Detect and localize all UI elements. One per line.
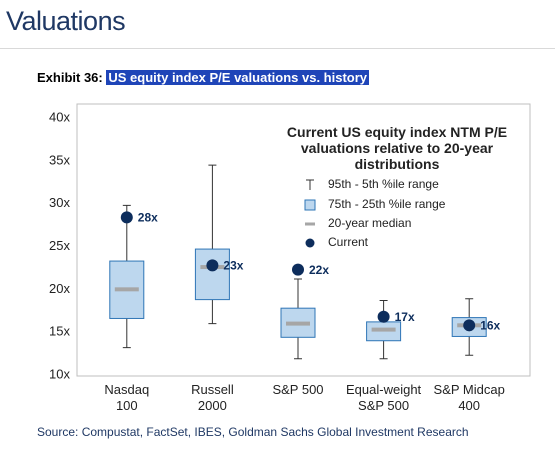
exhibit-number: Exhibit 36: <box>37 70 103 85</box>
current-dot <box>463 319 476 332</box>
y-tick-label: 35x <box>49 152 70 167</box>
legend-symbol <box>304 199 316 211</box>
legend-symbol <box>305 222 315 226</box>
x-tick-label: Equal-weight S&P 500 <box>346 382 422 413</box>
y-tick-label: 25x <box>49 238 70 253</box>
x-tick-label: S&P Midcap 400 <box>433 382 505 413</box>
current-label: 16x <box>480 318 500 332</box>
legend-symbol <box>305 238 315 248</box>
y-tick-label: 30x <box>49 195 70 210</box>
legend-label: Current <box>328 235 369 249</box>
current-dot <box>206 259 219 272</box>
page-title: Valuations <box>6 6 126 36</box>
source-note: Source: Compustat, FactSet, IBES, Goldma… <box>37 425 469 439</box>
x-tick-label: Nasdaq 100 <box>104 382 150 413</box>
current-label: 23x <box>223 259 243 273</box>
legend-label: 95th - 5th %ile range <box>328 177 439 191</box>
legend-symbol <box>306 179 314 190</box>
current-label: 28x <box>138 211 158 225</box>
y-tick-label: 20x <box>49 281 70 296</box>
legend-label: 75th - 25th %ile range <box>328 197 446 211</box>
iqr-box <box>194 248 230 301</box>
median-mark <box>114 287 139 292</box>
current-label: 22x <box>309 263 329 277</box>
legend-title: Current US equity index NTM P/E valuatio… <box>286 124 508 172</box>
current-dot <box>120 211 133 224</box>
plot-frame <box>76 103 531 377</box>
exhibit-heading: Exhibit 36: US equity index P/E valuatio… <box>37 70 370 85</box>
legend-label: 20-year median <box>328 216 411 230</box>
current-dot <box>292 263 304 276</box>
y-tick-label: 40x <box>49 109 70 124</box>
median-mark <box>286 321 310 326</box>
current-dot <box>377 310 390 323</box>
y-tick-label: 10x <box>49 366 70 381</box>
current-label: 17x <box>395 310 415 324</box>
x-tick-label: S&P 500 <box>272 382 324 397</box>
chart-title: US equity index P/E valuations vs. histo… <box>106 70 370 85</box>
median-mark <box>371 327 396 332</box>
divider <box>0 48 555 49</box>
x-tick-label: Russell 2000 <box>191 382 234 413</box>
y-tick-label: 15x <box>49 324 70 339</box>
